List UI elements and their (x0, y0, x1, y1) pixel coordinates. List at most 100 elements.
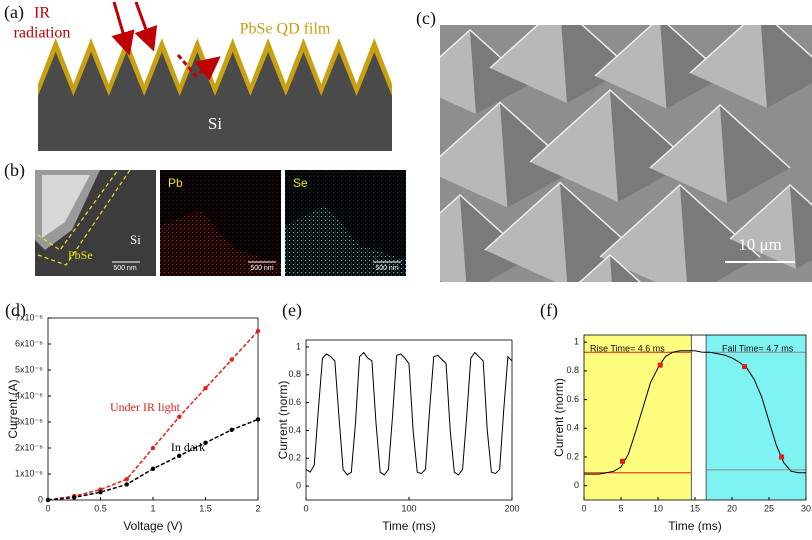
scale-label: 500 nm (375, 265, 399, 272)
data-point (124, 477, 129, 482)
data-point (124, 482, 129, 487)
y-tick-label: 4x10⁻⁶ (15, 390, 43, 400)
pyramid-face (680, 185, 760, 282)
y-tick-label: 1 (296, 341, 301, 351)
pyramid-face (650, 105, 727, 203)
data-point (177, 414, 182, 419)
y-tick-label: 0.2 (288, 453, 301, 463)
y-tick-label: 0 (296, 480, 301, 490)
ir-arrow (111, 1, 135, 56)
panel-a: (a) IR radiation PbSe QD film Si (4, 1, 392, 151)
panel-label: (c) (416, 8, 436, 29)
substrate (38, 93, 392, 151)
panel-label: (e) (282, 300, 302, 321)
si-label: Si (130, 232, 141, 247)
x-tick-label: 0.5 (94, 503, 107, 513)
outline (37, 169, 119, 251)
x-tick-label: 2 (255, 503, 260, 513)
x-tick-label: 0 (581, 503, 586, 513)
y-tick-label: 0.4 (566, 423, 579, 433)
data-point (779, 454, 785, 460)
pyramid-edge (489, 25, 631, 69)
data-point (255, 328, 261, 334)
pyramid-face (790, 185, 812, 269)
pyramid-edge (484, 181, 636, 251)
y-tick-label: 6x10⁻⁶ (15, 338, 43, 348)
series-label: Under IR light (110, 400, 181, 414)
pyramid-edge (529, 88, 691, 163)
pyramid-edge (689, 25, 812, 74)
panel-b: (b) PbSe Si 500 nm Pb 500 nm Se 500 nm (4, 160, 406, 276)
pyramid-face (720, 105, 790, 203)
pbse-label: PbSe (68, 248, 93, 262)
pyramid-face (561, 25, 630, 103)
substrate-label: Si (208, 114, 222, 133)
y-tick-label: 1x10⁻⁶ (15, 468, 43, 478)
eds-signal (285, 170, 406, 276)
scale-label: 10 μm (738, 235, 782, 254)
reflection-arrow (176, 54, 221, 81)
panel-label: (f) (540, 300, 558, 321)
data-point (229, 357, 234, 362)
pyramid-face (660, 25, 725, 109)
pyramid-edge (578, 253, 642, 282)
pyramids (440, 25, 812, 282)
data-line (47, 418, 259, 501)
scale-label: 500 nm (250, 265, 274, 272)
y-tick-label: 0.6 (566, 394, 579, 404)
film-label: PbSe QD film (240, 21, 331, 38)
data-line (584, 350, 806, 475)
x-tick-label: 5 (618, 503, 623, 513)
pyramid-face (610, 90, 690, 202)
data-point (177, 453, 182, 458)
pb-label: Pb (168, 176, 183, 190)
shaded-region (584, 335, 692, 500)
x-tick-label: 200 (504, 503, 519, 513)
x-tick-label: 30 (801, 503, 811, 513)
substrate-texture (38, 52, 392, 100)
pyramid-face (600, 185, 687, 282)
x-tick-label: 1.5 (199, 503, 212, 513)
pyramid-face (690, 25, 767, 108)
pyramid-face (440, 195, 467, 282)
x-axis-label: Time (ms) (382, 519, 436, 533)
x-tick-label: 15 (690, 503, 700, 513)
x-tick-label: 20 (727, 503, 737, 513)
data-point (72, 495, 77, 500)
x-tick-label: 25 (764, 503, 774, 513)
data-point (150, 445, 156, 451)
shaded-region (706, 335, 806, 500)
pyramid-face (490, 25, 567, 103)
data-point (657, 362, 663, 368)
panel-label: (a) (4, 2, 24, 23)
y-axis-label: Current (norm) (552, 378, 566, 457)
y-axis-label: Current (norm) (276, 381, 290, 460)
y-tick-label: 0.8 (288, 369, 301, 379)
panel-label: (b) (4, 160, 25, 181)
panel-c: (c) 10 μm (416, 8, 812, 282)
x-tick-label: 10 (653, 503, 663, 513)
pyramid-face (440, 30, 476, 114)
pyramid-edge (729, 183, 812, 240)
y-tick-label: 7x10⁻⁶ (15, 312, 43, 322)
data-point (98, 490, 103, 495)
ir-label: radiation (14, 25, 71, 42)
pyramid-face (730, 185, 796, 269)
y-tick-label: 2x10⁻⁶ (15, 442, 43, 452)
data-line (47, 330, 259, 501)
y-axis-label: Current (A) (6, 379, 20, 438)
y-tick-label: 0 (38, 494, 43, 504)
data-point (742, 364, 748, 370)
data-line (305, 351, 513, 476)
sem-feature (42, 175, 90, 238)
x-tick-label: 1 (150, 503, 155, 513)
annotation: Fall Time= 4.7 ms (722, 343, 794, 353)
pyramid-edge (599, 183, 761, 258)
ir-arrow (134, 1, 158, 52)
series-label: In dark (171, 440, 205, 454)
data-point (45, 497, 51, 503)
data-point (229, 427, 234, 432)
y-tick-label: 0.8 (566, 365, 579, 375)
data-point (203, 386, 208, 391)
pyramid-face (485, 182, 568, 282)
